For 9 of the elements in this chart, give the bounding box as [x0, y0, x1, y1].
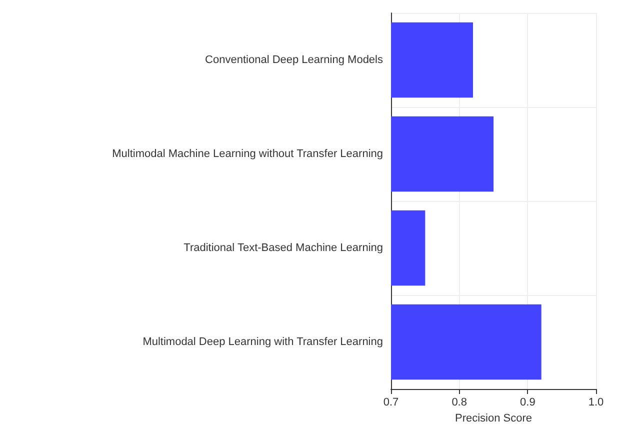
y-tick-label: Multimodal Deep Learning with Transfer Learning — [142, 336, 383, 348]
y-tick-label: Traditional Text-Based Machine Learning — [184, 242, 383, 254]
x-tick-label: 0.8 — [452, 396, 467, 408]
x-axis-title: Precision Score — [454, 412, 532, 424]
x-tick-label: 0.9 — [520, 396, 536, 408]
x-tick-label: 0.7 — [383, 396, 399, 408]
y-tick-label: Conventional Deep Learning Models — [205, 54, 384, 66]
y-tick-label: Multimodal Machine Learning without Transfer Learning — [112, 148, 383, 160]
x-tick-label: 1.0 — [588, 396, 604, 408]
